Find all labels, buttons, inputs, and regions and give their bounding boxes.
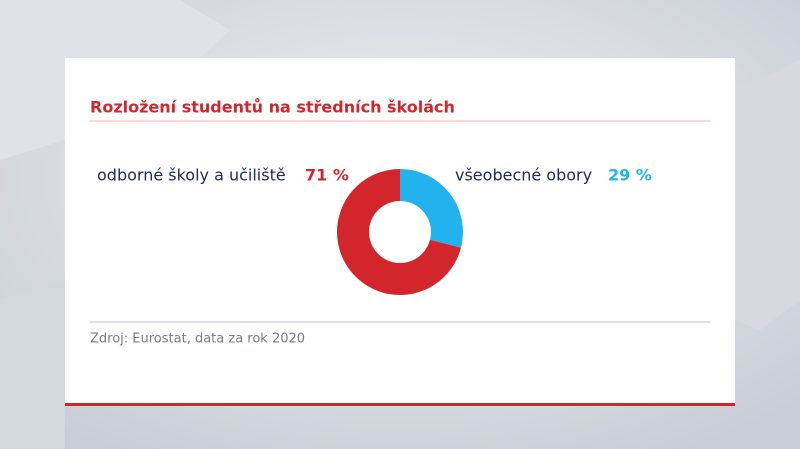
card-accent <box>65 403 735 406</box>
map-shape <box>0 280 65 449</box>
donut-segment <box>400 169 463 248</box>
category-label: odborné školy a učiliště <box>97 166 286 185</box>
value-label: 71 % <box>305 166 349 185</box>
map-shape <box>735 60 800 330</box>
value-label: 29 % <box>608 166 652 185</box>
donut-segment <box>337 169 462 295</box>
map-shape <box>0 0 230 160</box>
source: Zdroj: Eurostat, data za rok 2020 <box>90 332 305 347</box>
chart-title: Rozložení studentů na středních školách <box>90 98 455 117</box>
category-label: všeobecné obory <box>455 166 592 185</box>
card <box>65 58 735 405</box>
